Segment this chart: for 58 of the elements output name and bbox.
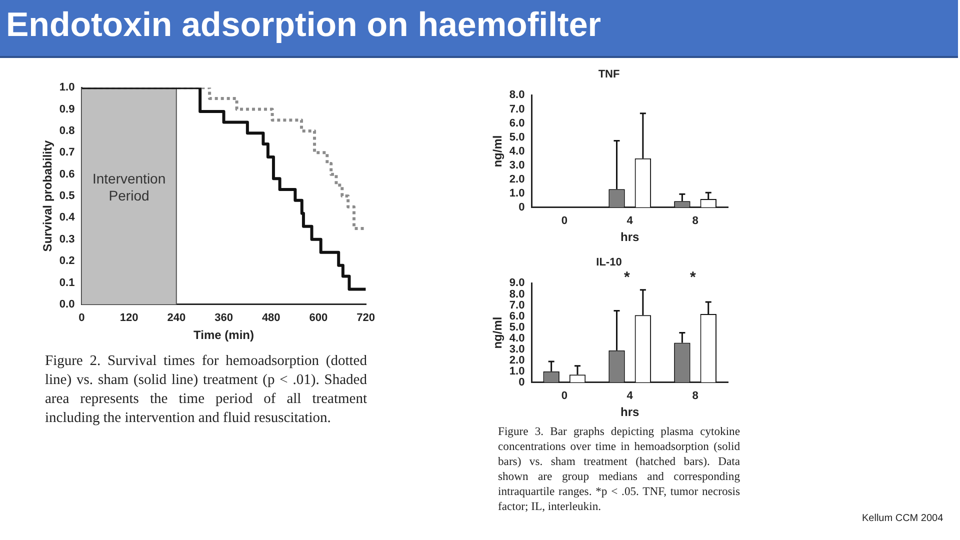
x-tick-label: 4 [626, 390, 634, 402]
chart-title: Endotoxin adsorption on haemofilter [6, 6, 601, 45]
x-tick-label: 0 [561, 390, 568, 402]
y-tick-label: 1.0 [509, 187, 525, 200]
x-tick-label: 480 [262, 312, 280, 324]
y-tick-label: 8.0 [509, 89, 525, 102]
y-tick-label: 1.0 [509, 365, 525, 378]
y-tick-label: 0.5 [59, 190, 75, 202]
y-tick-label: 6.0 [509, 117, 525, 130]
y-tick-label: 0 [518, 376, 525, 388]
y-tick-label: 0.4 [59, 212, 76, 224]
chart-title: IL-10 [596, 256, 622, 269]
y-tick-label: 8.0 [509, 288, 525, 300]
caption: Figure 2. Survival times for hemoadsorption (dotted line) vs. sham (solid line) treatment (p < .01). Shaded area represents the time period of all treatment including the intervention and fluid resuscitation. [45, 352, 367, 428]
y-tick-label: 6.0 [509, 310, 525, 322]
annotation: * [624, 268, 631, 288]
x-tick-label: 8 [692, 215, 698, 228]
y-tick-label: 0.7 [59, 146, 75, 159]
x-tick-label: 360 [214, 312, 233, 324]
y-tick-label: 9.0 [509, 277, 525, 290]
y-tick-label: 0.6 [59, 168, 75, 180]
x-axis-title: Time (min) [194, 328, 254, 342]
y-axis-title: Survival probability [40, 140, 55, 252]
y-tick-label: 4.0 [509, 145, 525, 158]
band-label: Intervention Period [92, 170, 166, 204]
y-tick-label: 0.3 [59, 233, 75, 246]
y-tick-label: 3.0 [509, 159, 525, 172]
y-tick-label: 2.0 [509, 173, 525, 186]
annotation: * [690, 268, 697, 288]
caption: Figure 3. Bar graphs depicting plasma cytokine concentrations over time in hemoadsorption (solid bars) vs. sham treatment (hatched bars). Data shown are group medians and corresponding intraquartile ranges. *p < .05. TNF, tumor necrosis factor; IL, interleukin. [498, 424, 740, 514]
y-tick-label: 7.0 [509, 299, 525, 312]
y-tick-label: 5.0 [509, 131, 525, 144]
y-tick-label: 2.0 [509, 354, 525, 366]
y-tick-label: 5.0 [509, 321, 525, 334]
x-axis-title: hrs [620, 230, 640, 244]
chart-title: TNF [598, 68, 620, 81]
y-tick-label: 0.2 [59, 255, 75, 268]
x-axis-title: hrs [620, 405, 640, 420]
y-tick-label: 0 [518, 201, 525, 214]
y-axis-title: ng/ml [490, 135, 505, 168]
y-axis-title: ng/ml [490, 316, 505, 349]
y-tick-label: 3.0 [509, 343, 525, 356]
y-tick-label: 0.1 [59, 276, 75, 289]
y-tick-label: 7.0 [509, 103, 525, 116]
y-tick-label: 1.0 [59, 82, 75, 94]
x-tick-label: 120 [120, 312, 138, 324]
y-tick-label: 0.0 [59, 298, 75, 310]
x-tick-label: 240 [167, 312, 186, 324]
x-tick-label: 4 [626, 215, 634, 228]
y-tick-label: 0.8 [59, 124, 75, 137]
text: Kellum CCM 2004 [862, 512, 944, 525]
x-tick-label: 0 [561, 215, 568, 228]
x-tick-label: 0 [78, 312, 85, 324]
x-tick-label: 8 [692, 390, 698, 402]
y-tick-label: 0.9 [59, 103, 75, 116]
x-tick-label: 600 [309, 312, 328, 324]
x-tick-label: 720 [356, 312, 376, 324]
y-tick-label: 4.0 [509, 332, 525, 344]
